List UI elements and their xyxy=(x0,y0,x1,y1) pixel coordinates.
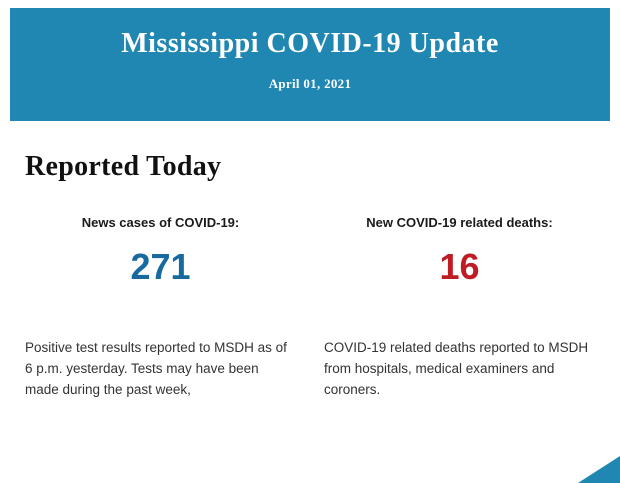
corner-accent-triangle xyxy=(578,456,620,483)
stat-deaths: New COVID-19 related deaths: 16 COVID-19… xyxy=(324,215,595,401)
section-heading: Reported Today xyxy=(25,151,222,182)
banner-date: April 01, 2021 xyxy=(268,76,352,91)
stat-deaths-label: New COVID-19 related deaths: xyxy=(366,215,553,230)
stat-new-cases-label: News cases of COVID-19: xyxy=(81,215,240,230)
stat-new-cases-description: Positive test results reported to MSDH a… xyxy=(25,340,287,397)
stats-grid: News cases of COVID-19: 271 Positive tes… xyxy=(25,215,595,401)
stat-deaths-description: COVID-19 related deaths reported to MSDH… xyxy=(324,340,589,397)
banner: Mississippi COVID-19 Update April 01, 20… xyxy=(10,8,610,121)
stat-deaths-value: 16 xyxy=(439,246,480,287)
banner-title: Mississippi COVID-19 Update xyxy=(121,28,499,59)
stat-new-cases-value: 271 xyxy=(130,246,191,287)
stat-new-cases: News cases of COVID-19: 271 Positive tes… xyxy=(25,215,296,401)
